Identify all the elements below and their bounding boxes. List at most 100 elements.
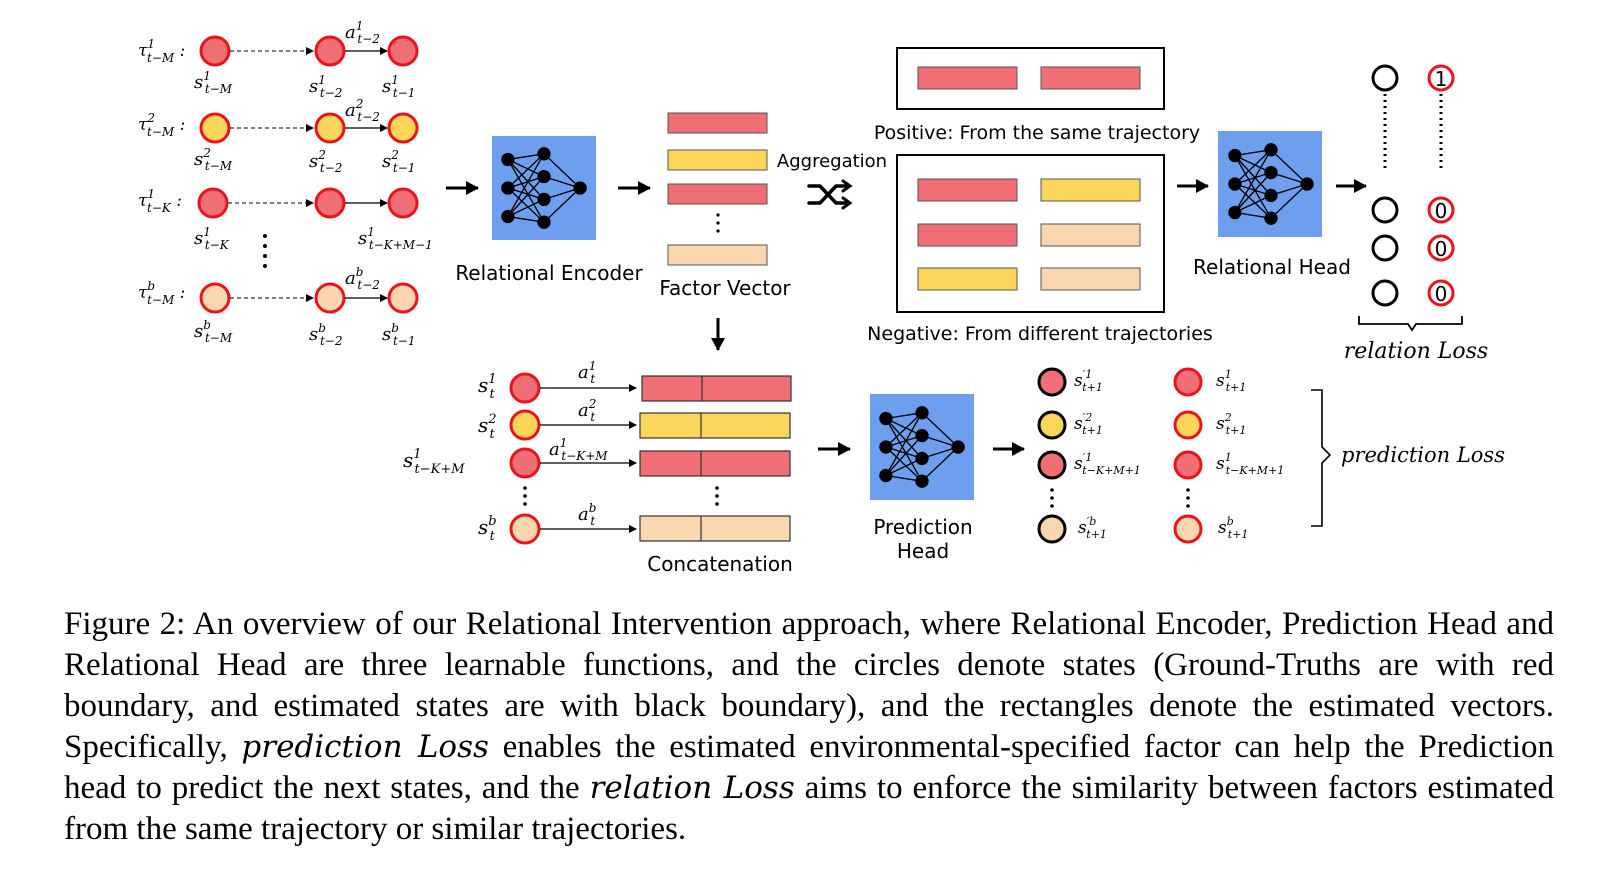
state-label: sb t+1 bbox=[1218, 515, 1248, 541]
ground-truth-state bbox=[199, 35, 231, 67]
action-label: ab t−2 bbox=[345, 265, 380, 292]
negative-label: Negative: From different trajectories bbox=[867, 323, 1213, 345]
action-label: a1 t−2 bbox=[345, 19, 380, 46]
overview-diagram: τ1 t−M : a1 t−2 s1 t−M s1 t−2 s1 t−1 τ2 t−M : … bbox=[138, 19, 1505, 576]
estimated-relation bbox=[1371, 234, 1399, 262]
trajectory-label: τ1 t−M : bbox=[138, 37, 185, 65]
ground-truth-state bbox=[1173, 514, 1203, 544]
ground-truth-state bbox=[387, 282, 419, 314]
state-label: s2 t−2 bbox=[309, 148, 342, 175]
concat-row-1: s1 t a1 t bbox=[478, 359, 792, 404]
state-label: sb t−1 bbox=[382, 321, 415, 348]
caption-emphasis: prediction Loss bbox=[241, 729, 489, 765]
caption-text: aims to enforce the similarity between f… bbox=[64, 770, 1554, 847]
ground-truth-state bbox=[199, 282, 231, 314]
positive-pairs: Positive: From the same trajectory bbox=[874, 47, 1200, 144]
prediction-head: Prediction Head bbox=[870, 394, 974, 563]
action-label: a1 t−K+M bbox=[549, 436, 608, 463]
brace bbox=[1311, 389, 1332, 527]
positive-label: Positive: From the same trajectory bbox=[874, 122, 1200, 144]
state-label: s1 t−2 bbox=[309, 73, 342, 100]
trajectory-b: τb t−M : ab t−2 sb t−M sb t−2 sb t−1 bbox=[138, 265, 419, 348]
ground-truth-state bbox=[509, 372, 541, 404]
prediction-head-label: Prediction bbox=[873, 515, 972, 539]
factor-vector-label: Factor Vector bbox=[659, 276, 791, 300]
estimated-state bbox=[1037, 410, 1067, 440]
ground-truth-state bbox=[199, 112, 231, 144]
figure-caption: Figure 2: An overview of our Relational … bbox=[64, 604, 1554, 850]
ground-truth-state bbox=[197, 187, 229, 219]
estimated-relation bbox=[1371, 279, 1399, 307]
prediction-loss-label: prediction Loss bbox=[1341, 443, 1505, 467]
aggregation-label: Aggregation bbox=[777, 151, 887, 172]
factor-vector: Factor Vector bbox=[659, 112, 791, 300]
state-label: s1 t−K bbox=[194, 225, 230, 252]
estimated-relation bbox=[1371, 196, 1399, 224]
state-label: s1 t−M bbox=[194, 69, 233, 96]
state-label: s2 t−M bbox=[194, 146, 233, 173]
ground-truth-state bbox=[387, 35, 419, 67]
action-label: a2 t−2 bbox=[345, 97, 380, 124]
brace bbox=[1358, 316, 1463, 332]
state-label: s1 t−K+M+1 bbox=[1216, 451, 1284, 477]
relational-encoder: Relational Encoder bbox=[455, 136, 643, 285]
ground-truth-state bbox=[1173, 450, 1203, 480]
trajectory-3: τ1 t−K : s1 t−K s1 t−K+M−1 bbox=[138, 187, 433, 268]
state-label: sb t−M bbox=[194, 318, 233, 345]
relation-label-0 bbox=[1427, 279, 1455, 307]
action-label: a1 t bbox=[578, 359, 596, 386]
trajectory-1: τ1 t−M : a1 t−2 s1 t−M s1 t−2 s1 t−1 bbox=[138, 19, 419, 100]
ground-truth-state bbox=[509, 409, 541, 441]
state-label: s2 t−1 bbox=[382, 148, 415, 175]
relation-label-0 bbox=[1427, 196, 1455, 224]
predicted-states: s′1 t+1 s′2 t+1 s′1 t−K+M+1 s′b t+1 s1 t+1 s2… bbox=[1037, 367, 1505, 544]
state-label: s′2 t+1 bbox=[1074, 411, 1103, 437]
caption-text: enables the estimated environmental-spec… bbox=[64, 729, 1555, 806]
concat-row-b: sb t ab t bbox=[478, 501, 791, 545]
relation-value: 0 bbox=[1435, 282, 1448, 306]
relation-label-0 bbox=[1427, 234, 1455, 262]
relation-label-1 bbox=[1427, 64, 1455, 92]
state-label: s′1 t+1 bbox=[1074, 368, 1103, 394]
trajectory-label: τ2 t−M : bbox=[138, 111, 185, 139]
estimated-relation bbox=[1371, 64, 1399, 92]
ground-truth-state bbox=[387, 112, 419, 144]
ground-truth-state bbox=[314, 112, 346, 144]
caption-emphasis: relation Loss bbox=[589, 770, 795, 806]
relational-head-label: Relational Head bbox=[1193, 255, 1351, 279]
relation-outputs: 1 0 0 0 relation Loss bbox=[1344, 64, 1488, 364]
state-label: s1 t+1 bbox=[1216, 368, 1246, 394]
relation-value: 0 bbox=[1435, 199, 1448, 223]
state-label: s1 t bbox=[478, 372, 497, 402]
state-label: s1 t−K+M bbox=[403, 447, 465, 477]
ground-truth-state bbox=[314, 187, 346, 219]
state-label: s2 t bbox=[478, 412, 497, 442]
concatenation-label: Concatenation bbox=[647, 552, 793, 576]
state-label: s′1 t−K+M+1 bbox=[1074, 451, 1141, 477]
action-label: a2 t bbox=[578, 397, 596, 424]
state-label: s1 t−1 bbox=[382, 73, 415, 100]
relation-value: 1 bbox=[1435, 67, 1448, 91]
vertical-ellipsis bbox=[263, 234, 267, 268]
trajectory-2: τ2 t−M : a2 t−2 s2 t−M s2 t−2 s2 t−1 bbox=[138, 97, 419, 175]
concat-row-2: s2 t a2 t bbox=[478, 397, 791, 442]
ground-truth-state bbox=[1173, 367, 1203, 397]
ground-truth-state bbox=[387, 187, 419, 219]
vertical-ellipsis bbox=[1186, 488, 1190, 508]
relational-encoder-label: Relational Encoder bbox=[455, 261, 643, 285]
action-label: ab t bbox=[578, 501, 596, 528]
ground-truth-state bbox=[314, 282, 346, 314]
trajectory-label: τb t−M : bbox=[138, 279, 185, 307]
state-label: s1 t−K+M−1 bbox=[358, 225, 433, 252]
trajectory-label: τ1 t−K : bbox=[138, 187, 182, 215]
estimated-state bbox=[1037, 450, 1067, 480]
shuffle-icon bbox=[807, 179, 853, 210]
estimated-state bbox=[1037, 367, 1067, 397]
state-label: sb t−2 bbox=[309, 321, 342, 348]
concat-row-3: s1 t−K+M a1 t−K+M bbox=[403, 436, 791, 479]
caption-text: Figure 2: An overview of our Relational … bbox=[64, 606, 1554, 765]
state-label: s′b t+1 bbox=[1078, 515, 1107, 541]
relational-head: Relational Head bbox=[1193, 131, 1351, 279]
vertical-ellipsis bbox=[1050, 488, 1054, 508]
state-label: sb t bbox=[478, 514, 497, 544]
